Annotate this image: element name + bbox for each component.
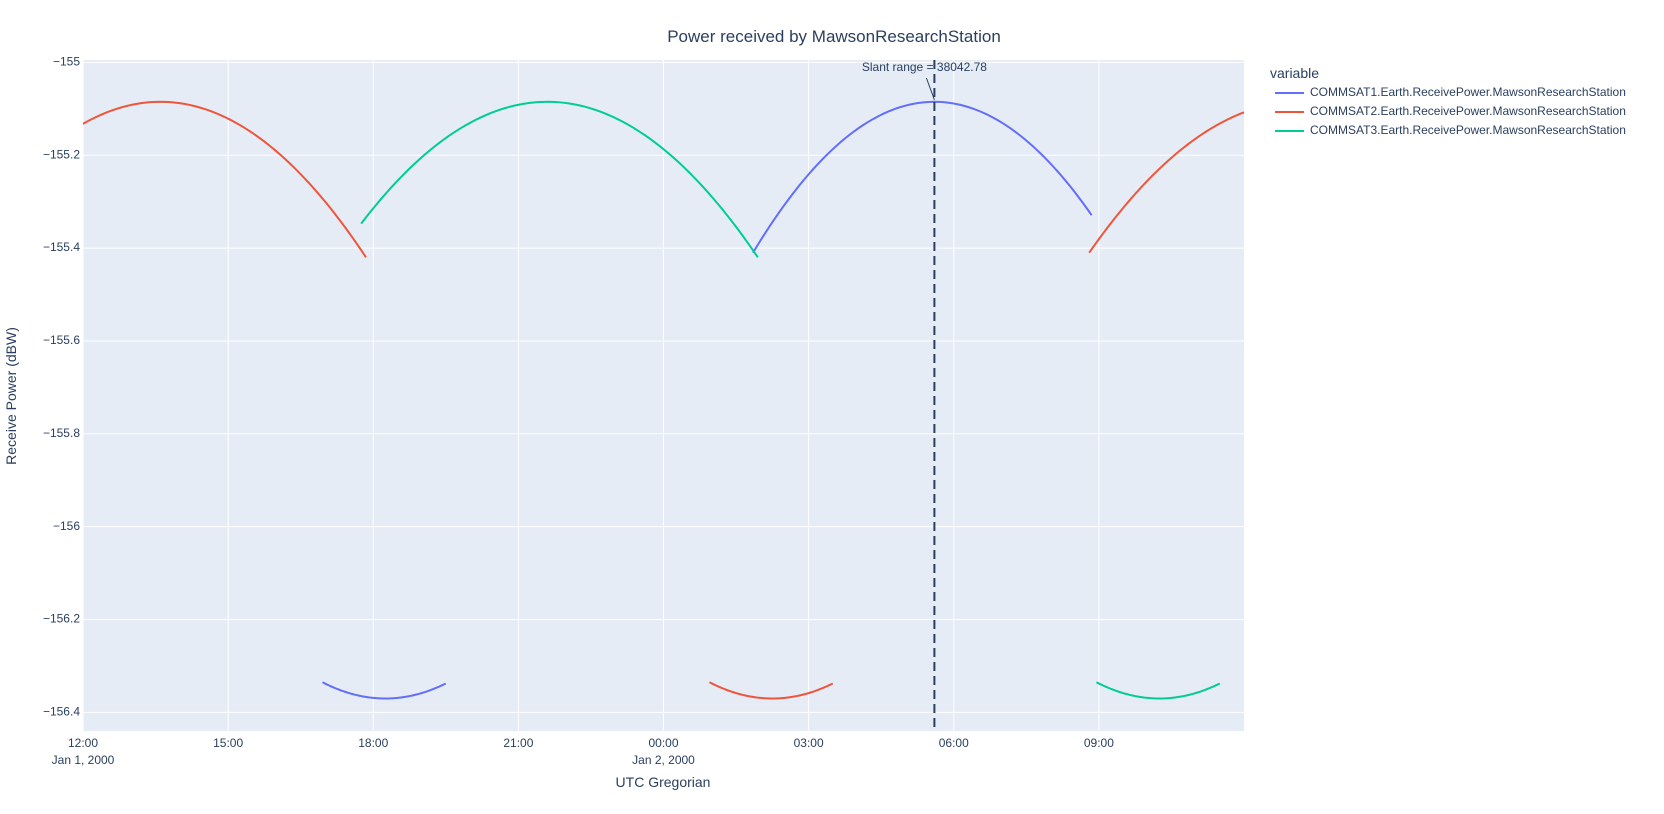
x-tick-label: 03:00 (794, 736, 824, 750)
legend-label: COMMSAT2.Earth.ReceivePower.MawsonResear… (1310, 104, 1626, 118)
legend[interactable]: variable COMMSAT1.Earth.ReceivePower.Maw… (1270, 65, 1626, 137)
series-3 (360, 100, 1221, 700)
series-layer (82, 100, 1245, 700)
x-tick-sublabel: Jan 2, 2000 (632, 753, 695, 767)
y-tick-label: −156 (53, 519, 80, 533)
x-tick-label: 00:00 (648, 736, 678, 750)
y-tick-label: −155 (53, 54, 80, 68)
legend-item-2[interactable]: COMMSAT2.Earth.ReceivePower.MawsonResear… (1275, 104, 1626, 118)
series-line-segment (1096, 681, 1221, 700)
legend-item-3[interactable]: COMMSAT3.Earth.ReceivePower.MawsonResear… (1275, 123, 1626, 137)
series-line-segment (752, 100, 1093, 254)
annotation-arrow (925, 77, 935, 100)
y-tick-label: −156.2 (43, 612, 80, 626)
legend-item-1[interactable]: COMMSAT1.Earth.ReceivePower.MawsonResear… (1275, 85, 1626, 99)
grid-layer (82, 60, 1244, 731)
legend-title: variable (1270, 65, 1319, 81)
series-2 (82, 100, 1245, 700)
y-tick-label: −155.4 (43, 240, 80, 254)
series-line-segment (360, 100, 759, 258)
x-axis-title: UTC Gregorian (616, 774, 711, 790)
series-1 (322, 100, 1093, 700)
annotation-layer: Slant range = 38042.78 (862, 60, 987, 731)
series-line-segment (82, 100, 367, 258)
x-tick-sublabel: Jan 1, 2000 (52, 753, 115, 767)
legend-items[interactable]: COMMSAT1.Earth.ReceivePower.MawsonResear… (1275, 85, 1626, 137)
chart-title: Power received by MawsonResearchStation (667, 27, 1001, 46)
y-tick-label: −155.6 (43, 333, 80, 347)
legend-label: COMMSAT1.Earth.ReceivePower.MawsonResear… (1310, 85, 1626, 99)
y-axis-title: Receive Power (dBW) (3, 327, 19, 465)
x-tick-label: 18:00 (358, 736, 388, 750)
x-tick-label: 21:00 (503, 736, 533, 750)
series-line-segment (322, 681, 447, 700)
y-tick-label: −156.4 (43, 705, 80, 719)
x-tick-label: 12:00 (68, 736, 98, 750)
y-tick-label: −155.8 (43, 426, 80, 440)
series-line-segment (709, 681, 834, 700)
slant-range-annotation: Slant range = 38042.78 (862, 60, 987, 74)
legend-label: COMMSAT3.Earth.ReceivePower.MawsonResear… (1310, 123, 1626, 137)
y-tick-label: −155.2 (43, 147, 80, 161)
series-line-segment (1088, 111, 1245, 254)
x-tick-label: 09:00 (1084, 736, 1114, 750)
x-tick-label: 15:00 (213, 736, 243, 750)
axis-layer: 12:00 Jan 1, 2000 15:00 18:00 21:00 00:00 Jan … (43, 54, 1114, 767)
x-tick-label: 06:00 (939, 736, 969, 750)
